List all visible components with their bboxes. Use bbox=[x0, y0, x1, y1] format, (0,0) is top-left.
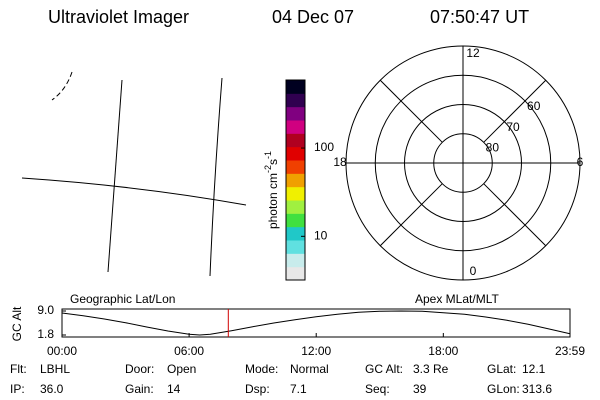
colorbar-segment bbox=[286, 106, 305, 121]
ring-label: 80 bbox=[486, 140, 500, 154]
polar-spoke bbox=[483, 79, 547, 143]
polar-spoke bbox=[483, 183, 547, 247]
label-part: photon cm bbox=[266, 173, 280, 229]
colorbar-segment bbox=[286, 80, 305, 94]
status-value: 36.0 bbox=[40, 382, 64, 396]
status-value: 39 bbox=[413, 382, 427, 396]
status-label: Mode: bbox=[245, 362, 278, 376]
status-label: Flt: bbox=[10, 362, 27, 376]
status-label: IP: bbox=[10, 382, 25, 396]
status-label: Seq: bbox=[365, 382, 390, 396]
colorbar-segment bbox=[286, 186, 305, 201]
status-label: GLat: bbox=[487, 362, 516, 376]
colorbar-tick-label: 100 bbox=[314, 140, 334, 154]
polar-spoke bbox=[379, 79, 443, 143]
label-part: -2 bbox=[263, 165, 273, 173]
status-value: 7.1 bbox=[290, 382, 307, 396]
colorbar-frame bbox=[285, 79, 306, 281]
x-tick-label: 18:00 bbox=[428, 344, 458, 358]
status-value: LBHL bbox=[40, 362, 70, 376]
label-part: -1 bbox=[263, 151, 273, 159]
status-value: Open bbox=[167, 362, 196, 376]
date: 04 Dec 07 bbox=[272, 7, 354, 27]
mlt-label: 0 bbox=[470, 264, 477, 278]
panel-label: Apex MLat/MLT bbox=[415, 292, 499, 306]
status-value: 3.3 Re bbox=[413, 362, 449, 376]
mlt-label: 6 bbox=[577, 155, 584, 169]
geo-grid bbox=[21, 71, 247, 277]
y-tick-label: 1.8 bbox=[37, 327, 54, 341]
grid-line bbox=[21, 177, 247, 206]
altitude-line bbox=[61, 310, 571, 336]
status-value: 313.6 bbox=[522, 382, 552, 396]
panel-label: Geographic Lat/Lon bbox=[70, 292, 175, 306]
colorbar-segment bbox=[286, 93, 305, 108]
status-label: Dsp: bbox=[245, 382, 270, 396]
colorbar-segment bbox=[286, 173, 305, 188]
colorbar-segment bbox=[286, 213, 305, 228]
colorbar-segment bbox=[286, 226, 305, 241]
mlt-label: 18 bbox=[333, 155, 347, 169]
y-axis-label: GC Alt bbox=[10, 306, 24, 341]
plot-frame bbox=[61, 308, 571, 338]
colorbar-segment bbox=[286, 240, 305, 254]
status-label: GLon: bbox=[487, 382, 520, 396]
grid-line bbox=[209, 77, 223, 277]
grid-line bbox=[107, 79, 123, 273]
time: 07:50:47 UT bbox=[430, 7, 529, 27]
title: Ultraviolet Imager bbox=[48, 7, 189, 27]
colorbar-tick-label: 10 bbox=[314, 228, 328, 242]
polar-spoke bbox=[379, 183, 443, 247]
colorbar-segment bbox=[286, 120, 305, 134]
x-tick-label: 12:00 bbox=[301, 344, 331, 358]
mlt-label: 12 bbox=[466, 46, 480, 60]
x-tick-label: 23:59 bbox=[555, 344, 585, 358]
status-label: Door: bbox=[125, 362, 154, 376]
colorbar-segment bbox=[286, 133, 305, 148]
status-value: 12.1 bbox=[522, 362, 546, 376]
colorbar-segment bbox=[286, 160, 305, 174]
ring-label: 70 bbox=[506, 120, 520, 134]
colorbar-label: photon cm-2s-1 bbox=[263, 151, 280, 229]
colorbar-segment bbox=[286, 200, 305, 214]
x-tick-label: 00:00 bbox=[47, 344, 77, 358]
status-value: Normal bbox=[290, 362, 329, 376]
colorbar-segment bbox=[286, 253, 305, 268]
x-tick-label: 06:00 bbox=[174, 344, 204, 358]
status-label: GC Alt: bbox=[365, 362, 403, 376]
ring-label: 60 bbox=[527, 99, 541, 113]
colorbar-segment bbox=[286, 266, 305, 281]
grid-arc bbox=[51, 71, 73, 101]
y-tick-label: 9.0 bbox=[37, 303, 54, 317]
label-part: s bbox=[266, 159, 280, 165]
status-label: Gain: bbox=[125, 382, 154, 396]
colorbar-segment bbox=[286, 146, 305, 161]
status-value: 14 bbox=[167, 382, 181, 396]
